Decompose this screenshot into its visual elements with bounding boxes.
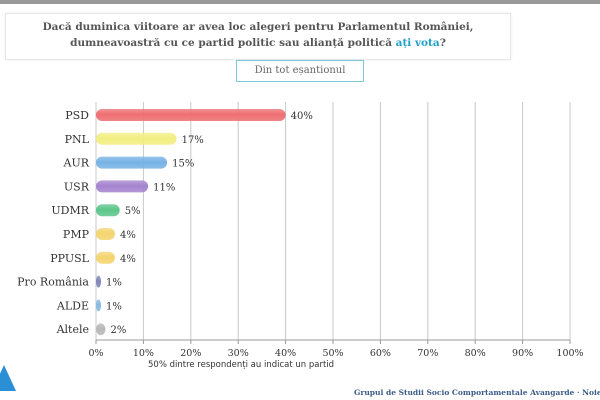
value-label: 15%	[172, 159, 194, 170]
value-label: 5%	[125, 206, 141, 217]
bar-pmp	[96, 228, 115, 240]
value-label: 2%	[110, 325, 126, 336]
bar-ppusl	[96, 251, 115, 264]
top-border	[0, 0, 600, 4]
x-tick-label: 100%	[556, 348, 583, 359]
question-end: ?	[439, 37, 446, 49]
category-label: PMP	[63, 228, 90, 241]
value-label: 40%	[291, 111, 313, 122]
logo-icon	[0, 365, 16, 391]
x-tick-label: 10%	[133, 348, 154, 359]
category-label: Altele	[56, 323, 89, 336]
x-tick-label: 80%	[465, 348, 486, 359]
x-tick-label: 50%	[322, 348, 343, 359]
category-label: PPUSL	[50, 252, 89, 265]
category-label: Pro România	[17, 276, 89, 289]
bar-altele	[96, 323, 106, 336]
value-label: 1%	[106, 301, 122, 312]
x-tick-label: 60%	[370, 348, 391, 359]
sample-filter-button[interactable]: Din tot eșantionul	[236, 60, 364, 82]
bar-psd	[96, 109, 286, 121]
bar-udmr	[96, 204, 120, 217]
question-box: Dacă duminica viitoare ar avea loc alege…	[5, 13, 511, 60]
x-tick-label: 0%	[88, 348, 103, 359]
question-text: Dacă duminica viitoare ar avea loc alege…	[42, 21, 474, 49]
bar-aur	[96, 156, 168, 169]
x-tick-label: 40%	[275, 348, 296, 359]
value-label: 1%	[106, 278, 122, 289]
x-tick-label: 90%	[512, 348, 533, 359]
bar-alde	[96, 299, 101, 312]
category-label: ALDE	[56, 299, 89, 312]
bar-pnl	[96, 132, 177, 145]
category-label: USR	[64, 180, 90, 193]
x-tick-label: 30%	[228, 348, 249, 359]
x-tick-label: 20%	[180, 348, 201, 359]
question-highlight: ați vota	[395, 37, 440, 49]
category-label: PSD	[65, 109, 89, 122]
bar-pro-românia	[96, 275, 101, 288]
category-label: PNL	[65, 133, 90, 146]
category-label: AUR	[63, 157, 90, 170]
footer-text: Grupul de Studii Socio Comportamentale A…	[354, 388, 600, 397]
value-label: 4%	[120, 230, 136, 241]
bar-usr	[96, 180, 149, 193]
x-tick-label: 70%	[417, 348, 438, 359]
chart-note: 50% dintre respondenți au indicat un par…	[148, 360, 335, 370]
value-label: 11%	[153, 182, 175, 193]
value-label: 4%	[120, 254, 136, 265]
value-label: 17%	[182, 135, 204, 146]
category-label: UDMR	[51, 204, 89, 217]
